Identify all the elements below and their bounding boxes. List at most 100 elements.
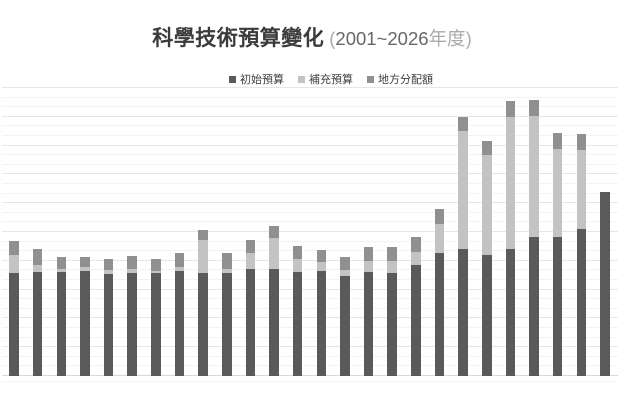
bar-2025: [576, 134, 587, 376]
bar-2014: [316, 249, 327, 376]
gridline-major: [2, 87, 618, 88]
segment-supplementary-budget-2023: [529, 116, 539, 237]
legend-label-initial-budget: 初始預算: [240, 74, 284, 86]
segment-local-allocation-2019: [434, 208, 445, 224]
gridline-major: [2, 317, 618, 319]
segment-supplementary-budget-2005: [103, 270, 114, 274]
segment-supplementary-budget-2009: [198, 240, 208, 273]
segment-initial-budget-2022: [505, 249, 516, 376]
segment-local-allocation-2009: [198, 230, 208, 241]
legend-label-local-allocation: 地方分配額: [378, 74, 433, 86]
segment-local-allocation-2004: [80, 257, 90, 268]
bar-2001: [9, 241, 19, 376]
range-suffix: 年度: [428, 28, 466, 49]
gridline-minor: [2, 327, 618, 328]
legend: 初始預算 補充預算 地方分配額: [19, 71, 624, 87]
legend-swatch-initial-budget: [229, 75, 236, 83]
segment-supplementary-budget-2021: [482, 155, 492, 256]
segment-supplementary-budget-2022: [505, 116, 516, 249]
gridline-minor: [2, 211, 618, 213]
gridline-minor: [2, 279, 618, 280]
segment-local-allocation-2018: [411, 237, 421, 252]
segment-local-allocation-2020: [458, 116, 468, 131]
segment-local-allocation-2010: [222, 253, 232, 270]
bar-2005: [103, 258, 114, 376]
gridline-minor: [2, 365, 618, 367]
segment-local-allocation-2012: [269, 225, 279, 239]
segment-initial-budget-2007: [151, 273, 161, 376]
segment-initial-budget-2020: [458, 249, 468, 376]
segment-local-allocation-2016: [363, 247, 374, 261]
gridline-minor: [2, 183, 618, 184]
segment-local-allocation-2003: [56, 257, 67, 269]
segment-local-allocation-2001: [9, 241, 19, 255]
segment-initial-budget-2011: [245, 269, 256, 376]
baseline: [2, 375, 618, 376]
segment-initial-budget-2005: [103, 273, 114, 376]
bar-2022: [505, 101, 516, 376]
segment-local-allocation-2023: [529, 100, 539, 117]
segment-local-allocation-2015: [340, 256, 350, 270]
gridline-major: [2, 259, 618, 261]
gridline-minor: [2, 125, 618, 127]
gridline-minor: [2, 307, 618, 309]
segment-initial-budget-2015: [340, 275, 350, 376]
segment-initial-budget-2024: [552, 236, 563, 376]
segment-local-allocation-2005: [103, 258, 114, 271]
gridline-minor: [2, 163, 618, 165]
segment-supplementary-budget-2018: [411, 251, 421, 265]
segment-supplementary-budget-2016: [363, 260, 374, 272]
gridline-major: [2, 173, 618, 175]
bar-2021: [482, 140, 492, 376]
segment-supplementary-budget-2006: [127, 269, 137, 273]
gridline-major: [2, 231, 618, 232]
bar-2011: [245, 239, 256, 376]
segment-local-allocation-2002: [32, 248, 43, 265]
segment-supplementary-budget-2025: [576, 149, 587, 230]
bar-2009: [198, 230, 208, 376]
segment-local-allocation-2011: [245, 239, 256, 253]
bar-2018: [411, 237, 421, 376]
segment-local-allocation-2017: [387, 246, 397, 262]
gridline-minor: [2, 106, 618, 108]
bar-2013: [292, 245, 303, 376]
gridline-minor: [2, 336, 618, 338]
segment-supplementary-budget-2008: [174, 266, 185, 271]
bar-2002: [32, 248, 43, 376]
segment-initial-budget-2013: [292, 271, 303, 376]
segment-local-allocation-2008: [174, 253, 185, 267]
segment-initial-budget-2018: [411, 264, 421, 376]
segment-supplementary-budget-2020: [458, 130, 468, 249]
segment-supplementary-budget-2024: [552, 149, 563, 237]
legend-item-local-allocation: 地方分配額: [367, 71, 433, 87]
segment-local-allocation-2007: [151, 259, 161, 271]
gridline-minor: [2, 298, 618, 300]
segment-initial-budget-2006: [127, 272, 137, 376]
segment-supplementary-budget-2013: [292, 259, 303, 272]
legend-swatch-supplementary-budget: [298, 75, 305, 83]
segment-local-allocation-2014: [316, 249, 327, 263]
chart-title-range: (2001~2026年度): [329, 28, 471, 49]
chart-title: 科學技術預算變化 (2001~2026年度): [0, 22, 624, 52]
gridline-minor: [2, 154, 618, 156]
chart-title-main: 科學技術預算變化: [152, 27, 325, 50]
segment-supplementary-budget-2002: [32, 264, 43, 272]
legend-swatch-local-allocation: [367, 75, 374, 83]
bar-2008: [174, 253, 185, 376]
segment-local-allocation-2024: [552, 132, 563, 150]
gridline-major: [2, 346, 618, 348]
bar-2023: [529, 100, 539, 376]
segment-supplementary-budget-2015: [340, 269, 350, 276]
segment-initial-budget-2010: [222, 272, 232, 376]
bar-2016: [363, 247, 374, 376]
segment-initial-budget-2025: [576, 229, 587, 376]
bar-2007: [151, 259, 161, 376]
segment-initial-budget-2012: [269, 269, 279, 376]
segment-local-allocation-2006: [127, 255, 137, 270]
segment-initial-budget-2001: [9, 273, 19, 376]
bar-2026: [600, 191, 610, 376]
segment-supplementary-budget-2012: [269, 238, 279, 270]
segment-supplementary-budget-2017: [387, 261, 397, 273]
segment-local-allocation-2025: [576, 134, 587, 150]
